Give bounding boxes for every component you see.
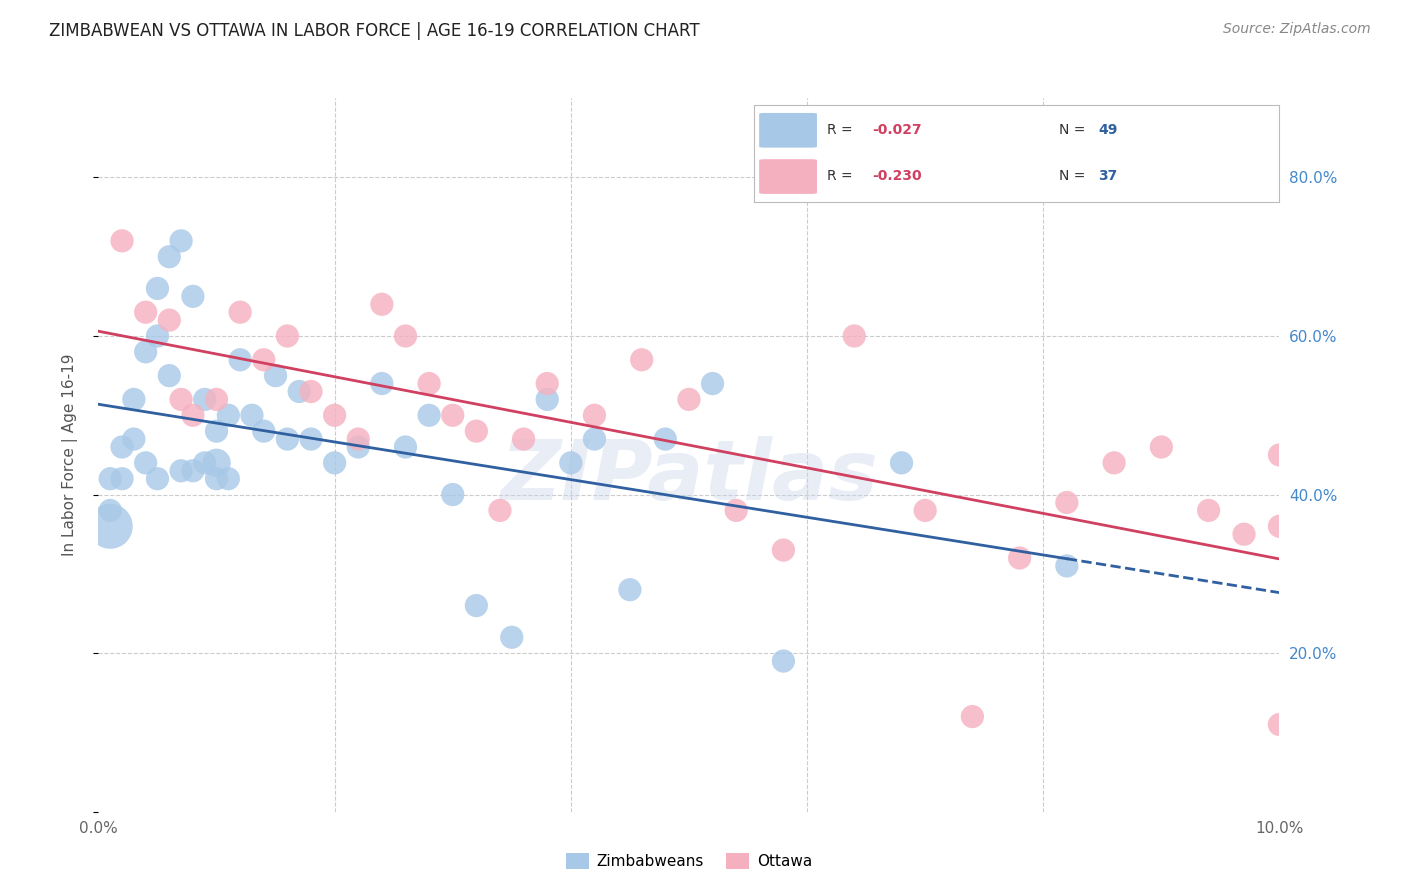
Point <box>253 424 276 438</box>
Point <box>489 503 512 517</box>
Text: ZIPatlas: ZIPatlas <box>501 436 877 516</box>
Point <box>512 432 534 446</box>
Point <box>371 297 394 311</box>
Point <box>229 305 252 319</box>
Text: Source: ZipAtlas.com: Source: ZipAtlas.com <box>1223 22 1371 37</box>
Point <box>217 409 239 423</box>
Point <box>371 376 394 391</box>
Point <box>772 543 794 558</box>
Point <box>1268 519 1291 533</box>
Point <box>276 432 298 446</box>
Text: ZIMBABWEAN VS OTTAWA IN LABOR FORCE | AGE 16-19 CORRELATION CHART: ZIMBABWEAN VS OTTAWA IN LABOR FORCE | AG… <box>49 22 700 40</box>
Point <box>240 409 263 423</box>
Point <box>890 456 912 470</box>
Point <box>583 409 606 423</box>
Point <box>347 440 370 454</box>
Point <box>1102 456 1125 470</box>
Point <box>583 432 606 446</box>
Point <box>418 409 440 423</box>
Point <box>181 289 204 303</box>
Point <box>962 709 984 723</box>
Point <box>536 376 558 391</box>
Point <box>536 392 558 407</box>
Point <box>135 344 157 359</box>
Point <box>205 456 228 470</box>
Point <box>111 440 134 454</box>
Point <box>98 472 121 486</box>
Point <box>323 456 346 470</box>
Point <box>394 440 416 454</box>
Point <box>560 456 582 470</box>
Point <box>501 630 523 644</box>
Point <box>323 409 346 423</box>
Point <box>441 409 464 423</box>
Point <box>276 329 298 343</box>
Point <box>135 456 157 470</box>
Point <box>111 472 134 486</box>
Point <box>299 432 322 446</box>
Point <box>772 654 794 668</box>
Y-axis label: In Labor Force | Age 16-19: In Labor Force | Age 16-19 <box>62 353 77 557</box>
Point <box>678 392 700 407</box>
Point <box>229 352 252 367</box>
Point <box>157 250 180 264</box>
Point <box>1008 551 1031 566</box>
Point <box>157 313 180 327</box>
Point <box>1056 558 1078 573</box>
Point <box>253 352 276 367</box>
Point <box>181 464 204 478</box>
Point <box>157 368 180 383</box>
Point <box>1233 527 1256 541</box>
Point <box>465 599 488 613</box>
Point <box>122 432 145 446</box>
Point <box>1268 448 1291 462</box>
Point <box>170 464 193 478</box>
Point <box>844 329 866 343</box>
Point <box>98 519 121 533</box>
Point <box>394 329 416 343</box>
Point <box>170 392 193 407</box>
Point <box>630 352 652 367</box>
Point <box>418 376 440 391</box>
Point <box>205 424 228 438</box>
Point <box>217 472 239 486</box>
Point <box>264 368 287 383</box>
Point <box>146 281 169 295</box>
Point <box>654 432 676 446</box>
Point <box>1198 503 1220 517</box>
Point <box>135 305 157 319</box>
Point <box>205 472 228 486</box>
Point <box>146 472 169 486</box>
Point <box>194 456 217 470</box>
Point <box>1268 717 1291 731</box>
Point <box>725 503 748 517</box>
Point <box>98 503 121 517</box>
Point <box>170 234 193 248</box>
Point <box>347 432 370 446</box>
Point <box>441 487 464 501</box>
Point <box>194 392 217 407</box>
Point <box>205 392 228 407</box>
Point <box>702 376 724 391</box>
Point <box>288 384 311 399</box>
Point <box>111 234 134 248</box>
Point <box>914 503 936 517</box>
Point <box>146 329 169 343</box>
Point <box>1150 440 1173 454</box>
Point <box>299 384 322 399</box>
Point <box>1056 495 1078 509</box>
Point <box>181 409 204 423</box>
Point <box>619 582 641 597</box>
Point <box>465 424 488 438</box>
Legend: Zimbabweans, Ottawa: Zimbabweans, Ottawa <box>560 847 818 875</box>
Point <box>122 392 145 407</box>
